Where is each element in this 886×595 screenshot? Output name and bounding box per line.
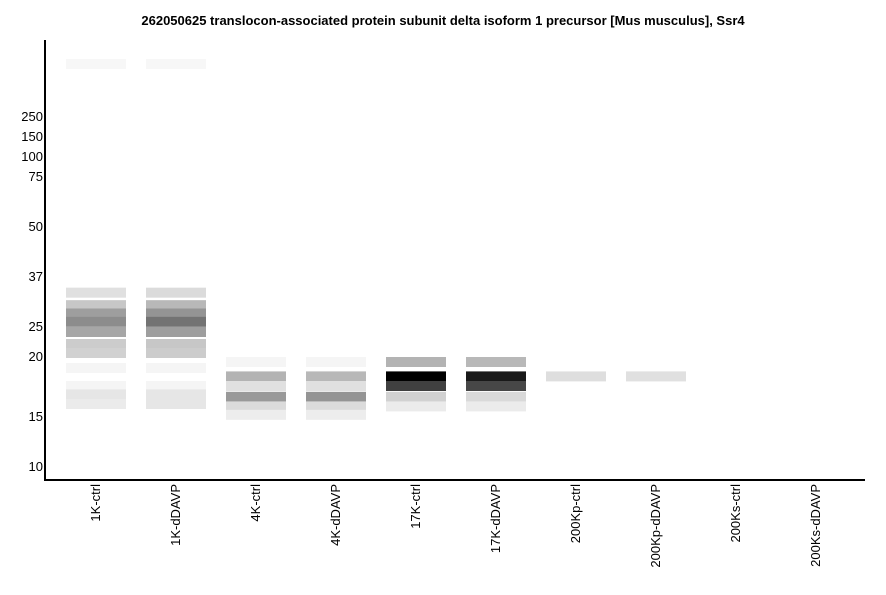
band [66,399,126,409]
x-tick-label: 200Ks-dDAVP [808,484,823,567]
band [386,401,446,412]
band [466,357,526,367]
band [66,339,126,349]
band [546,371,606,382]
band [66,308,126,319]
band [66,348,126,358]
band [146,399,206,409]
band [386,381,446,391]
band [626,371,686,382]
x-tick-label: 17K-dDAVP [488,484,503,553]
x-tick-label: 200Kp-dDAVP [648,484,663,568]
band [66,300,126,311]
band [66,327,126,337]
band [146,287,206,298]
x-tick-label: 1K-dDAVP [168,484,183,546]
band [226,381,286,391]
band [226,391,286,402]
band [306,409,366,420]
band [386,371,446,382]
band [226,357,286,367]
band [306,357,366,367]
y-tick-label: 100 [21,149,43,164]
y-tick-label: 250 [21,109,43,124]
y-tick-label: 75 [29,169,43,184]
y-tick-label: 150 [21,129,43,144]
x-tick-label: 4K-dDAVP [328,484,343,546]
band [226,409,286,420]
band [146,389,206,400]
band [306,371,366,382]
band [146,363,206,373]
band [146,308,206,319]
band [66,287,126,298]
band [386,391,446,402]
band [66,316,126,327]
band [306,381,366,391]
x-tick-label: 1K-ctrl [88,484,103,522]
band [146,339,206,349]
chart-title: 262050625 translocon-associated protein … [141,13,745,28]
band [146,316,206,327]
band [146,59,206,69]
band [306,401,366,412]
x-tick-labels: 1K-ctrl 1K-dDAVP 4K-ctrl 4K-dDAVP 17K-ctrl 17… [88,484,823,568]
band [466,381,526,391]
x-tick-label: 200Ks-ctrl [728,484,743,543]
band [306,391,366,402]
x-tick-label: 17K-ctrl [408,484,423,529]
y-tick-label: 50 [29,219,43,234]
band [66,381,126,391]
y-tick-label: 20 [29,349,43,364]
band [66,389,126,400]
band [466,401,526,412]
y-tick-label: 25 [29,319,43,334]
band [146,348,206,358]
y-tick-label: 10 [29,459,43,474]
band [66,59,126,69]
band [146,300,206,311]
band [386,357,446,367]
band [226,371,286,382]
bands-layer [66,59,686,420]
band [146,381,206,391]
y-tick-label: 15 [29,409,43,424]
band [466,371,526,382]
y-tick-labels: 250 150 100 75 50 37 25 20 15 10 [21,109,43,474]
band [226,401,286,412]
band [146,327,206,337]
band [466,391,526,402]
x-tick-label: 4K-ctrl [248,484,263,522]
x-tick-label: 200Kp-ctrl [568,484,583,543]
y-tick-label: 37 [29,269,43,284]
band [66,363,126,373]
